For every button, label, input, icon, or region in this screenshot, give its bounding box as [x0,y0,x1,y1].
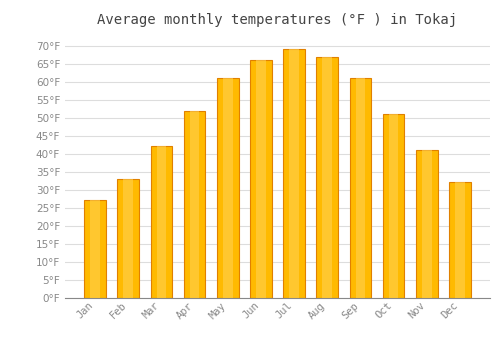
Bar [388,114,398,298]
Bar [350,78,371,298]
Bar [90,201,100,298]
Bar [455,182,465,298]
Bar [124,179,133,298]
Bar [289,49,299,298]
Bar [356,78,366,298]
Bar [383,114,404,298]
Bar [190,111,200,298]
Bar [118,179,139,298]
Bar [322,57,332,298]
Bar [223,78,232,298]
Bar [284,49,305,298]
Bar [416,150,438,298]
Bar [422,150,432,298]
Title: Average monthly temperatures (°F ) in Tokaj: Average monthly temperatures (°F ) in To… [98,13,458,27]
Bar [156,146,166,298]
Bar [184,111,206,298]
Bar [250,60,272,298]
Bar [316,57,338,298]
Bar [84,201,106,298]
Bar [150,146,172,298]
Bar [217,78,238,298]
Bar [449,182,470,298]
Bar [256,60,266,298]
